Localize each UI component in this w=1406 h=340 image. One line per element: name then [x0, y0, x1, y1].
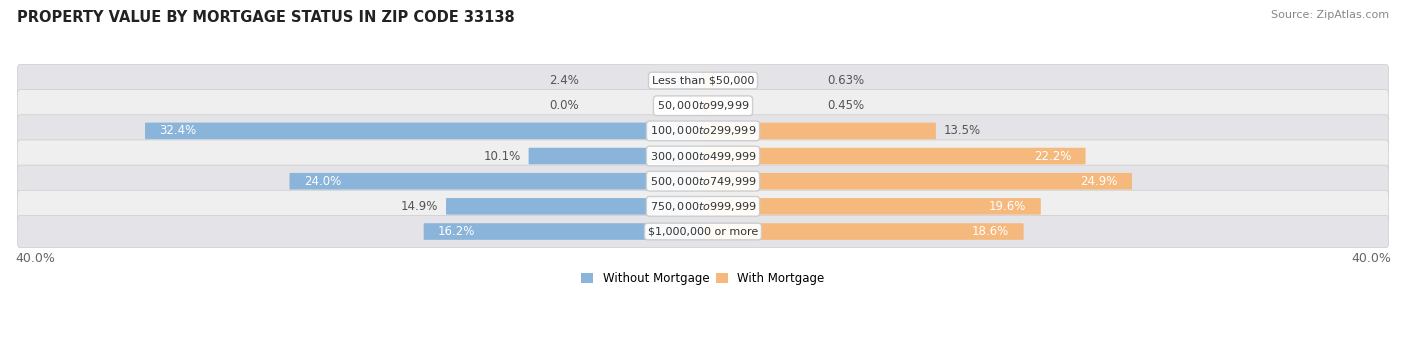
Text: 2.4%: 2.4% — [550, 74, 579, 87]
Text: 19.6%: 19.6% — [988, 200, 1026, 213]
FancyBboxPatch shape — [703, 223, 1024, 240]
Legend: Without Mortgage, With Mortgage: Without Mortgage, With Mortgage — [576, 267, 830, 290]
Text: $50,000 to $99,999: $50,000 to $99,999 — [657, 99, 749, 112]
FancyBboxPatch shape — [703, 148, 1085, 164]
Text: Less than $50,000: Less than $50,000 — [652, 75, 754, 86]
Text: 13.5%: 13.5% — [943, 124, 981, 137]
Text: Source: ZipAtlas.com: Source: ZipAtlas.com — [1271, 10, 1389, 20]
FancyBboxPatch shape — [661, 72, 703, 89]
FancyBboxPatch shape — [529, 148, 703, 164]
FancyBboxPatch shape — [703, 173, 1132, 189]
Text: 22.2%: 22.2% — [1033, 150, 1071, 163]
Text: 18.6%: 18.6% — [972, 225, 1010, 238]
FancyBboxPatch shape — [290, 173, 703, 189]
Text: 40.0%: 40.0% — [15, 252, 55, 265]
Text: $750,000 to $999,999: $750,000 to $999,999 — [650, 200, 756, 213]
FancyBboxPatch shape — [703, 198, 1040, 215]
Text: 0.63%: 0.63% — [827, 74, 863, 87]
Text: 40.0%: 40.0% — [1351, 252, 1391, 265]
FancyBboxPatch shape — [18, 65, 1388, 97]
Text: $100,000 to $299,999: $100,000 to $299,999 — [650, 124, 756, 137]
FancyBboxPatch shape — [18, 115, 1388, 147]
Text: 24.0%: 24.0% — [304, 175, 342, 188]
FancyBboxPatch shape — [145, 123, 703, 139]
FancyBboxPatch shape — [18, 140, 1388, 172]
Text: 32.4%: 32.4% — [159, 124, 197, 137]
FancyBboxPatch shape — [423, 223, 703, 240]
Text: 10.1%: 10.1% — [484, 150, 520, 163]
Text: 24.9%: 24.9% — [1080, 175, 1118, 188]
Text: 16.2%: 16.2% — [439, 225, 475, 238]
Text: 0.45%: 0.45% — [827, 99, 863, 112]
FancyBboxPatch shape — [18, 90, 1388, 122]
Text: $300,000 to $499,999: $300,000 to $499,999 — [650, 150, 756, 163]
Text: 14.9%: 14.9% — [401, 200, 439, 213]
FancyBboxPatch shape — [18, 216, 1388, 248]
Text: $1,000,000 or more: $1,000,000 or more — [648, 226, 758, 237]
FancyBboxPatch shape — [18, 190, 1388, 222]
Text: $500,000 to $749,999: $500,000 to $749,999 — [650, 175, 756, 188]
FancyBboxPatch shape — [446, 198, 703, 215]
Text: 0.0%: 0.0% — [550, 99, 579, 112]
FancyBboxPatch shape — [18, 165, 1388, 197]
FancyBboxPatch shape — [703, 123, 936, 139]
FancyBboxPatch shape — [703, 98, 711, 114]
Text: PROPERTY VALUE BY MORTGAGE STATUS IN ZIP CODE 33138: PROPERTY VALUE BY MORTGAGE STATUS IN ZIP… — [17, 10, 515, 25]
FancyBboxPatch shape — [703, 72, 714, 89]
